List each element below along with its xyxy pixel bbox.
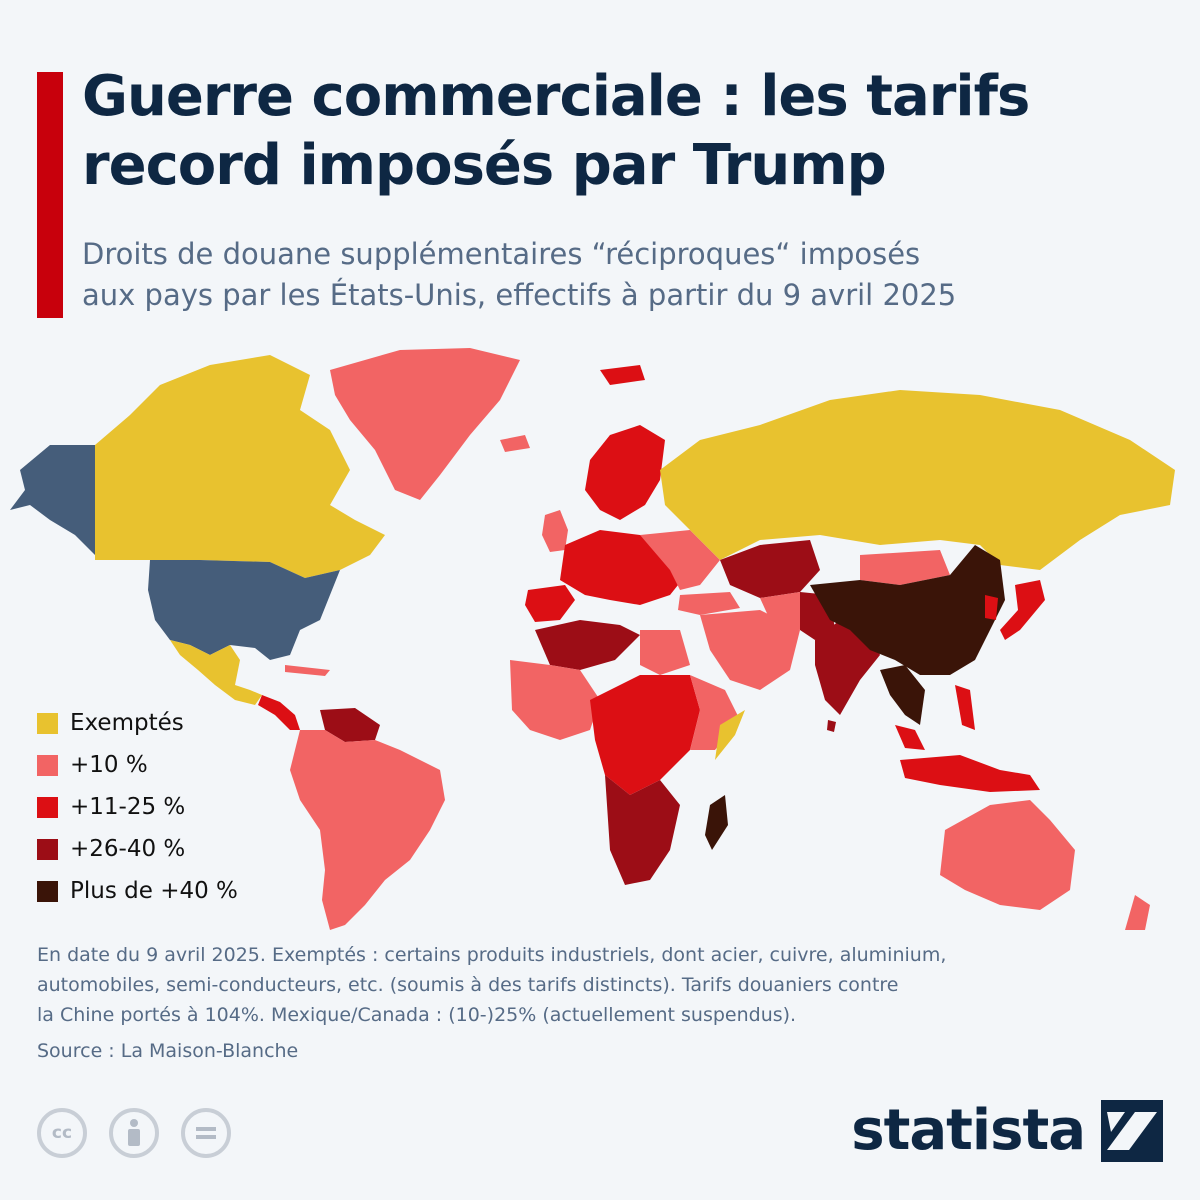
cuba <box>285 665 330 676</box>
source-note: Source : La Maison-Blanche <box>37 1040 299 1062</box>
legend-item-11-25: +11-25 % <box>37 786 238 828</box>
footnote-line-3: la Chine portés à 104%. Mexique/Canada :… <box>37 1004 797 1026</box>
china <box>810 545 1005 675</box>
philippines <box>955 685 975 730</box>
legend-item-over-40: Plus de +40 % <box>37 870 238 912</box>
legend-item-26-40: +26-40 % <box>37 828 238 870</box>
sri-lanka <box>827 720 836 732</box>
horn-of-africa <box>715 710 745 760</box>
north-africa <box>535 620 640 670</box>
legend-swatch <box>37 838 58 860</box>
page-title: Guerre commerciale : les tarifs record i… <box>82 62 1182 200</box>
greenland <box>330 348 520 500</box>
brand-name: statista <box>851 1098 1086 1163</box>
world-map <box>10 348 1175 930</box>
subtitle-line-2: aux pays par les États-Unis, effectifs à… <box>82 278 957 312</box>
eastern-europe <box>640 530 720 590</box>
turkey <box>678 592 740 615</box>
brand: statista <box>851 1098 1163 1163</box>
southern-africa <box>605 775 680 885</box>
alaska <box>10 445 95 555</box>
kazakhstan <box>720 540 820 598</box>
footnote-line-1: En date du 9 avril 2025. Exemptés : cert… <box>37 944 947 966</box>
mexico <box>170 640 262 705</box>
legend-label: Plus de +40 % <box>70 878 238 904</box>
subtitle-line-1: Droits de douane supplémentaires “récipr… <box>82 237 921 271</box>
new-zealand <box>1125 895 1150 930</box>
madagascar <box>705 795 728 850</box>
legend-label: +11-25 % <box>70 794 186 820</box>
legend-swatch <box>37 880 58 902</box>
west-africa <box>510 660 600 740</box>
southeast-asia <box>880 665 925 725</box>
japan <box>1000 580 1045 640</box>
svalbard <box>600 365 645 385</box>
canada <box>95 355 385 578</box>
russia <box>660 390 1175 570</box>
united-kingdom <box>542 510 568 552</box>
footnote-line-2: automobiles, semi-conducteurs, etc. (sou… <box>37 974 899 996</box>
central-america <box>258 695 300 730</box>
accent-bar <box>37 72 63 318</box>
iceland <box>500 435 530 452</box>
malaysia <box>895 725 925 750</box>
legend-item-10: +10 % <box>37 744 238 786</box>
subtitle: Droits de douane supplémentaires “récipr… <box>82 234 1182 316</box>
middle-east <box>700 610 800 690</box>
legend-item-exempt: Exemptés <box>37 702 238 744</box>
venezuela <box>320 708 380 742</box>
indonesia <box>900 755 1040 792</box>
title-line-1: Guerre commerciale : les tarifs <box>82 64 1030 129</box>
australia <box>940 800 1075 910</box>
no-derivatives-icon[interactable] <box>181 1108 231 1158</box>
attribution-icon[interactable] <box>109 1108 159 1158</box>
mongolia <box>860 550 950 585</box>
legend-label: +26-40 % <box>70 836 186 862</box>
cc-icon[interactable]: cc <box>37 1108 87 1158</box>
korea <box>985 595 998 620</box>
united-states <box>148 560 340 660</box>
legend-label: Exemptés <box>70 710 184 736</box>
iberia <box>525 585 575 622</box>
central-africa <box>590 675 700 795</box>
title-line-2: record imposés par Trump <box>82 133 887 198</box>
legend-swatch <box>37 712 58 734</box>
legend-swatch <box>37 754 58 776</box>
license-icons: cc <box>37 1108 253 1158</box>
south-america <box>290 730 445 930</box>
legend: Exemptés +10 % +11-25 % +26-40 % Plus de… <box>37 702 238 912</box>
egypt <box>640 630 690 675</box>
scandinavia <box>585 425 665 520</box>
statista-logo-icon <box>1101 1099 1163 1162</box>
footnote: En date du 9 avril 2025. Exemptés : cert… <box>37 940 1177 1030</box>
legend-label: +10 % <box>70 752 148 778</box>
legend-swatch <box>37 796 58 818</box>
